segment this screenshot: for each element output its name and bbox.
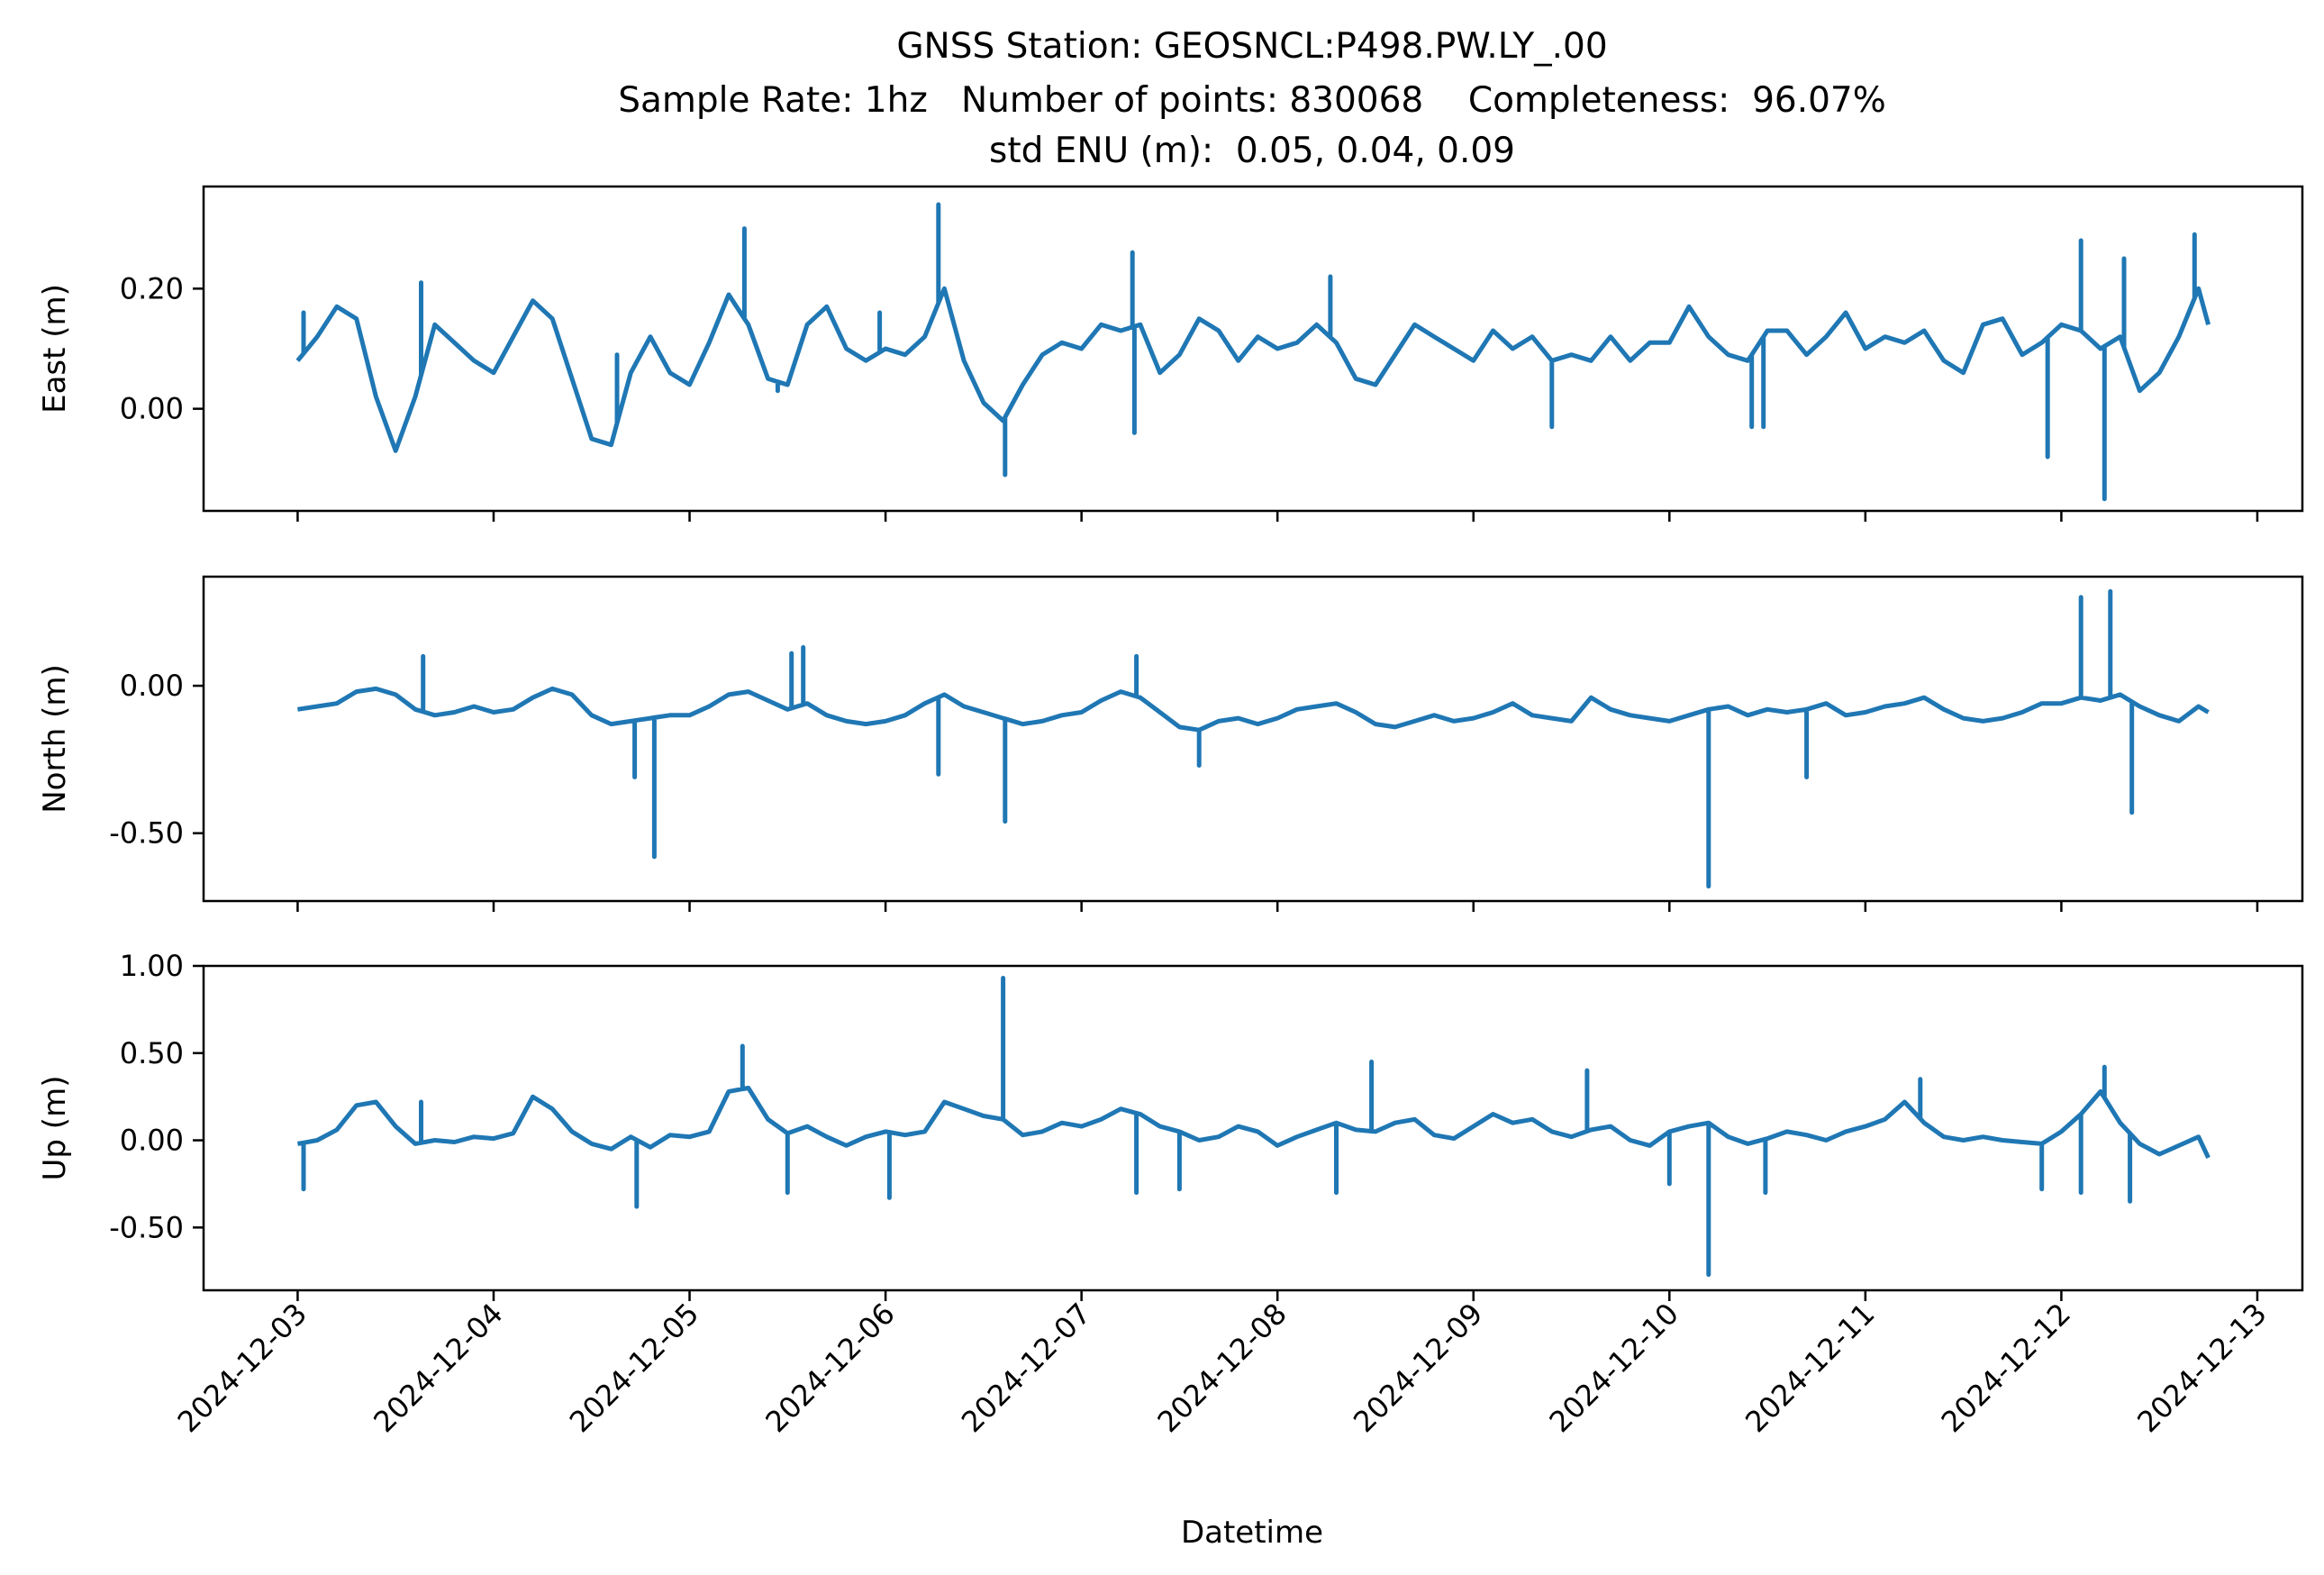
y-tick-label-north: 0.00 <box>120 669 184 703</box>
y-axis-label-east: East (m) <box>37 284 73 414</box>
x-tick-label: 2024-12-05 <box>563 1297 705 1439</box>
y-tick-label-up: 0.50 <box>120 1036 184 1070</box>
chart-subtitle-stats: Sample Rate: 1hz Number of points: 83006… <box>618 80 1886 121</box>
series-line-east <box>295 202 2211 502</box>
y-axis-label-north: North (m) <box>37 664 73 814</box>
axes-frame-north <box>202 575 2304 903</box>
panel-east: 0.00 0.20 East (m) <box>37 185 2304 522</box>
chart-subtitle-std: std ENU (m): 0.05, 0.04, 0.09 <box>989 131 1515 171</box>
x-tick-label: 2024-12-13 <box>2130 1297 2273 1439</box>
x-tick-labels: 2024-12-03 2024-12-04 2024-12-05 2024-12-06… <box>171 1297 2274 1439</box>
x-tick-label: 2024-12-07 <box>955 1297 1097 1439</box>
series-line-up <box>296 976 2211 1278</box>
y-tick-label-east: 0.00 <box>120 392 184 426</box>
y-tick-label-north: -0.50 <box>109 816 184 851</box>
y-tick-label-up: -0.50 <box>109 1210 184 1244</box>
x-tick-label: 2024-12-11 <box>1738 1297 1881 1439</box>
axes-frame-up <box>202 964 2304 1292</box>
x-tick-label: 2024-12-04 <box>367 1297 509 1439</box>
chart-title: GNSS Station: GEOSNCL:P498.PW.LY_.00 <box>896 26 1607 67</box>
x-tick-label: 2024-12-06 <box>758 1297 901 1439</box>
x-tick-label: 2024-12-10 <box>1543 1297 1685 1439</box>
x-tick-label: 2024-12-08 <box>1150 1297 1293 1439</box>
y-tick-label-east: 0.20 <box>120 271 184 305</box>
x-tick-label: 2024-12-03 <box>171 1297 313 1439</box>
panel-up: 1.00 0.50 0.00 -0.50 Up (m) <box>37 949 2304 1301</box>
x-axis-label: Datetime <box>1181 1515 1323 1551</box>
x-tick-label: 2024-12-12 <box>1935 1297 2077 1439</box>
y-tick-label-up: 0.00 <box>120 1124 184 1158</box>
series-line-north <box>297 588 2210 889</box>
panel-north: 0.00 -0.50 North (m) <box>37 575 2304 912</box>
y-axis-label-up: Up (m) <box>37 1076 73 1181</box>
axes-frame-east <box>202 185 2304 513</box>
x-tick-label: 2024-12-09 <box>1347 1297 1489 1439</box>
y-tick-label-up: 1.00 <box>120 949 184 983</box>
